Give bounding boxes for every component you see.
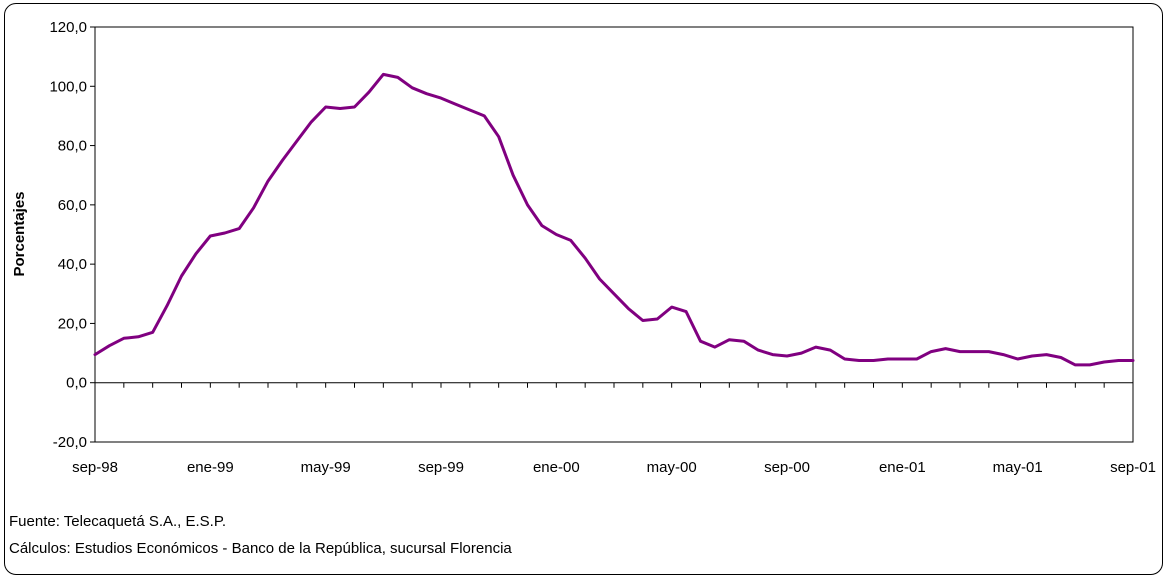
y-tick-label: 40,0 [58, 256, 87, 273]
chart-frame [4, 3, 1163, 575]
x-tick-label: may-01 [993, 459, 1043, 476]
calculation-note: Cálculos: Estudios Económicos - Banco de… [9, 540, 512, 557]
y-tick-label: 20,0 [58, 315, 87, 332]
x-tick-label: ene-99 [187, 459, 234, 476]
x-axis-tick-labels: sep-98 ene-99 may-99 sep-99 ene-00 may-00 sep-… [72, 459, 1156, 476]
y-tick-label: 0,0 [66, 375, 87, 392]
y-tick-label: -20,0 [53, 434, 87, 451]
series-line [93, 72, 1135, 367]
x-tick-label: sep-01 [1110, 459, 1156, 476]
x-axis-ticks [94, 382, 1134, 388]
y-tick-label: 60,0 [58, 197, 87, 214]
y-axis-tick-labels: -20,0 0,0 20,0 40,0 60,0 80,0 100,0 120,0 [49, 19, 87, 451]
y-axis-ticks [90, 26, 95, 443]
y-tick-label: 80,0 [58, 138, 87, 155]
x-tick-label: may-00 [647, 459, 697, 476]
x-tick-label: ene-00 [533, 459, 580, 476]
y-tick-label: 100,0 [49, 78, 87, 95]
x-tick-label: may-99 [301, 459, 351, 476]
plot-area [94, 26, 1134, 443]
x-tick-label: ene-01 [879, 459, 926, 476]
y-axis-label: Porcentajes [11, 191, 28, 276]
source-note: Fuente: Telecaquetá S.A., E.S.P. [9, 513, 227, 530]
x-tick-label: sep-99 [418, 459, 464, 476]
y-tick-label: 120,0 [49, 19, 87, 36]
x-tick-label: sep-98 [72, 459, 118, 476]
x-tick-label: sep-00 [764, 459, 810, 476]
